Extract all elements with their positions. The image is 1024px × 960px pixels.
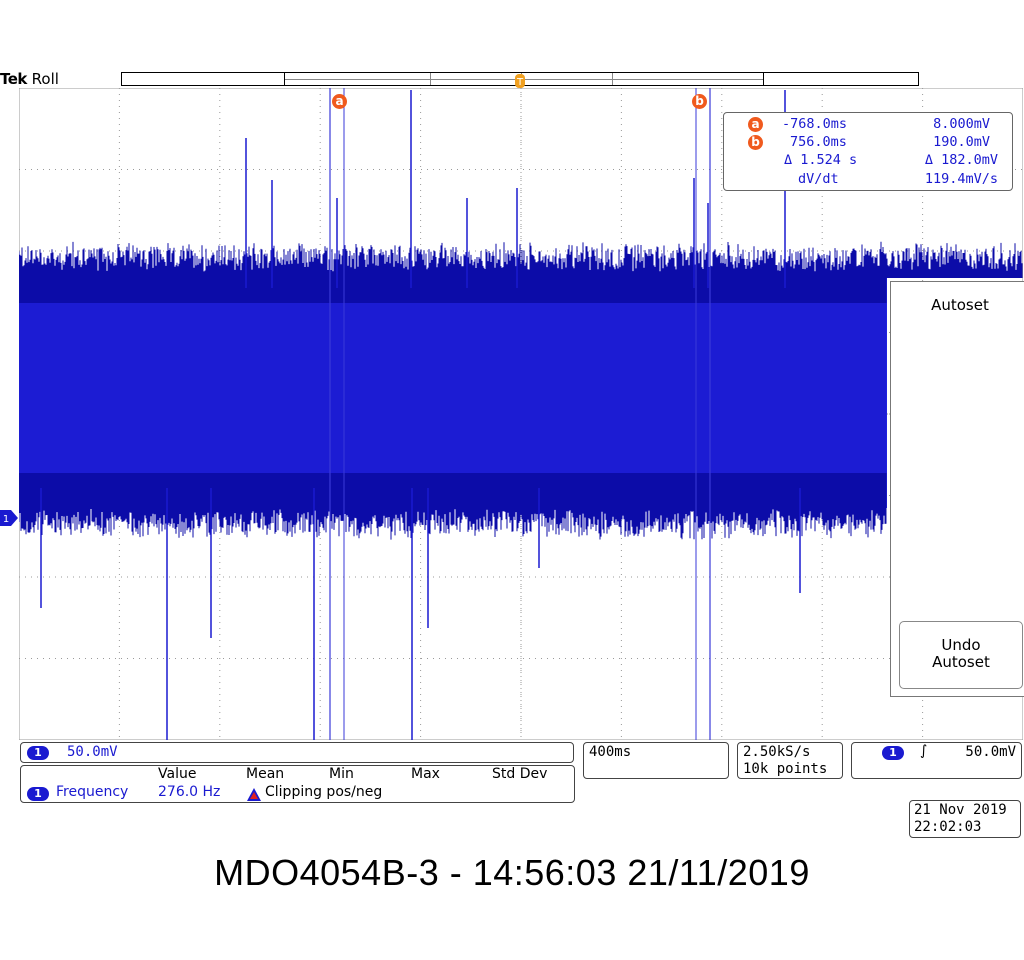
scope-header: Tek Roll xyxy=(0,70,59,88)
cursor-delta-voltage: Δ 182.0mV xyxy=(924,152,998,168)
waveform-graticule[interactable] xyxy=(19,88,1023,740)
record-length: 10k points xyxy=(743,761,828,777)
measurement-panel[interactable]: Value Mean Min Max Std Dev 1 Frequency 2… xyxy=(20,765,575,803)
channel-1-scale-readout[interactable]: 1 50.0mV xyxy=(20,742,574,763)
svg-text:1: 1 xyxy=(3,514,9,525)
autoset-side-menu: Autoset Undo Autoset xyxy=(890,281,1024,697)
autoset-menu-title: Autoset xyxy=(931,296,989,314)
trigger-marker-label: T xyxy=(516,77,524,88)
cursor-dvdt-value: 119.4mV/s xyxy=(924,171,998,187)
channel-1-badge: 1 xyxy=(27,746,49,760)
acquisition-mode-label: Roll xyxy=(31,70,59,88)
channel-1-ground-marker[interactable]: 1 xyxy=(0,510,18,526)
date-text: 21 Nov 2019 xyxy=(914,802,1007,818)
cursor-dvdt-label: dV/dt xyxy=(798,171,839,187)
trigger-position-marker[interactable]: T xyxy=(512,72,528,94)
cursor-a-voltage: 8.000mV xyxy=(933,116,990,132)
meas-channel-badge: 1 xyxy=(27,787,49,801)
undo-autoset-button[interactable]: Undo Autoset xyxy=(899,621,1023,689)
acquisition-readout[interactable]: 2.50kS/s 10k points xyxy=(737,742,843,779)
screenshot-caption: MDO4054B-3 - 14:56:03 21/11/2019 xyxy=(214,852,810,893)
meas-name: Frequency xyxy=(56,784,129,800)
undo-autoset-line1: Undo xyxy=(941,636,981,654)
channel-1-waveform xyxy=(19,90,1023,740)
undo-autoset-line2: Autoset xyxy=(932,653,990,671)
cursor-delta-time: Δ 1.524 s xyxy=(784,152,858,168)
meas-header-mean: Mean xyxy=(246,766,285,782)
meas-header-value: Value xyxy=(158,766,197,782)
cursor-a-marker[interactable]: a xyxy=(332,94,347,109)
cursor-readout-panel: a -768.0ms 8.000mV b 756.0ms 190.0mV Δ 1… xyxy=(723,112,1013,191)
cursor-a-time: -768.0ms xyxy=(782,116,848,132)
brand-label: Tek xyxy=(0,70,27,88)
cursor-b-badge: b xyxy=(748,135,763,150)
trigger-channel-badge: 1 xyxy=(882,746,904,760)
time-text: 22:02:03 xyxy=(914,819,982,835)
cursor-b-marker[interactable]: b xyxy=(692,94,707,109)
cursor-b-voltage: 190.0mV xyxy=(933,134,990,150)
cursor-a-badge: a xyxy=(748,117,763,132)
meas-warning-text: Clipping pos/neg xyxy=(265,784,383,800)
meas-header-max: Max xyxy=(411,766,440,782)
meas-header-min: Min xyxy=(329,766,354,782)
channel-1-scale: 50.0mV xyxy=(67,744,118,760)
cursor-lines xyxy=(329,88,711,740)
datetime-readout: 21 Nov 2019 22:02:03 xyxy=(909,800,1021,838)
timebase-readout[interactable]: 400ms xyxy=(583,742,729,779)
cursor-b-time: 756.0ms xyxy=(790,134,847,150)
sample-rate: 2.50kS/s xyxy=(743,744,811,760)
trigger-level: 50.0mV xyxy=(965,744,1016,760)
meas-header-stddev: Std Dev xyxy=(492,766,548,782)
trigger-readout[interactable]: 1 ∫ 50.0mV xyxy=(851,742,1022,779)
warning-icon xyxy=(247,788,261,801)
meas-value: 276.0 Hz xyxy=(158,784,221,800)
timebase-value: 400ms xyxy=(589,744,632,760)
trigger-slope-icon: ∫ xyxy=(920,743,928,759)
